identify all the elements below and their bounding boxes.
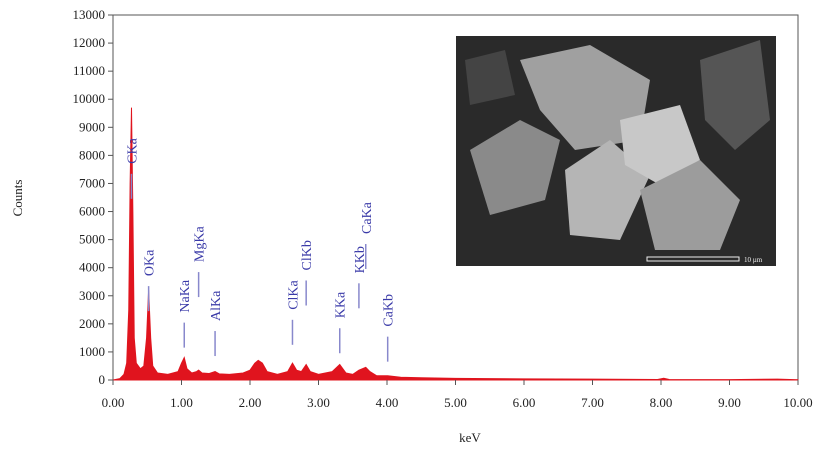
peak-label: KKa (334, 291, 349, 318)
x-tick-label: 8.00 (650, 395, 673, 410)
x-tick-label: 4.00 (376, 395, 399, 410)
x-tick-label: 6.00 (513, 395, 536, 410)
x-tick-label: 1.00 (170, 395, 193, 410)
x-tick-label: 5.00 (444, 395, 467, 410)
y-tick-label: 2000 (79, 316, 105, 331)
sem-image: 10 µm (456, 36, 776, 266)
peak-label: NaKa (178, 279, 193, 312)
y-tick-label: 3000 (79, 288, 105, 303)
peak-label: MgKa (193, 226, 208, 263)
y-axis-label: Counts (10, 180, 25, 217)
x-tick-label: 9.00 (718, 395, 741, 410)
x-tick-label: 2.00 (239, 395, 262, 410)
x-tick-label: 10.00 (783, 395, 812, 410)
y-tick-label: 5000 (79, 232, 105, 247)
y-tick-label: 4000 (79, 260, 105, 275)
scale-label: 10 µm (744, 256, 763, 264)
y-tick-label: 0 (99, 372, 106, 387)
y-tick-label: 7000 (79, 175, 105, 190)
spectrum (112, 107, 799, 381)
peak-label: CKa (125, 137, 140, 163)
y-tick-label: 1000 (79, 344, 105, 359)
peak-label: ClKb (300, 240, 315, 270)
x-tick-label: 0.00 (102, 395, 125, 410)
peak-label: KKb (353, 246, 368, 273)
y-tick-label: 9000 (79, 119, 105, 134)
x-axis-label: keV (459, 430, 481, 445)
peak-label: ClKa (286, 279, 301, 309)
y-tick-label: 11000 (73, 63, 105, 78)
x-tick-label: 7.00 (581, 395, 604, 410)
y-tick-label: 12000 (73, 35, 106, 50)
peak-label: OKa (143, 249, 158, 276)
peak-label: CaKa (360, 201, 375, 234)
y-tick-label: 13000 (73, 7, 106, 22)
x-tick-label: 3.00 (307, 395, 330, 410)
y-tick-label: 10000 (73, 91, 106, 106)
peak-label: CaKb (382, 294, 397, 327)
y-tick-label: 8000 (79, 147, 105, 162)
y-tick-label: 6000 (79, 204, 105, 219)
peak-label: AlKa (209, 290, 224, 321)
